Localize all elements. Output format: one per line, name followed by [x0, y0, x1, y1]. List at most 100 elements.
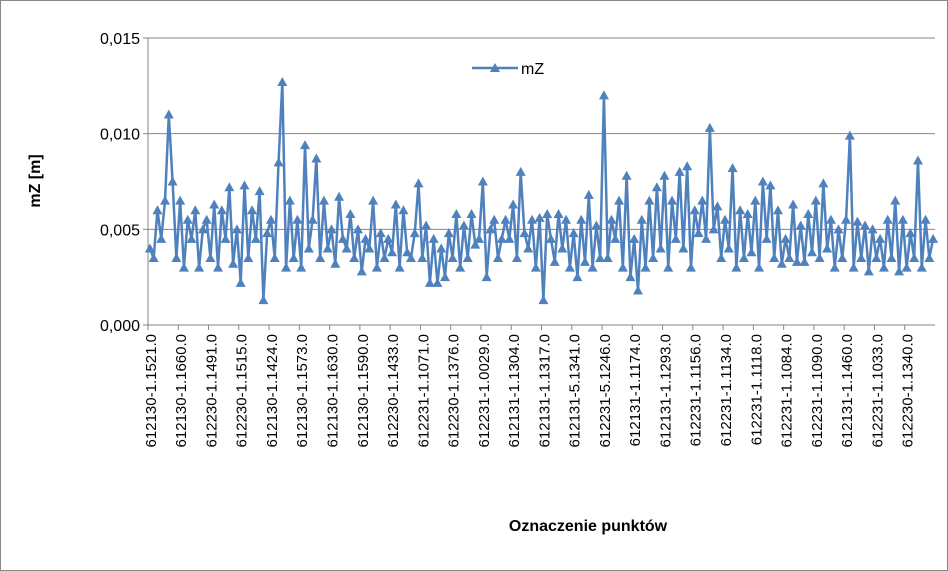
marker [871, 253, 882, 263]
marker [909, 253, 920, 263]
marker [928, 233, 939, 243]
marker [277, 77, 288, 87]
marker [530, 262, 541, 272]
marker [243, 253, 254, 263]
marker [405, 253, 416, 263]
marker [519, 228, 530, 238]
marker [614, 195, 625, 205]
marker [281, 262, 292, 272]
marker [602, 253, 613, 263]
marker [322, 243, 333, 253]
marker [901, 262, 912, 272]
marker [553, 209, 564, 219]
marker [432, 277, 443, 287]
marker [356, 266, 367, 276]
marker [625, 272, 636, 282]
marker [292, 214, 303, 224]
marker [220, 233, 231, 243]
marker [247, 205, 258, 215]
marker [296, 262, 307, 272]
marker [300, 140, 311, 150]
marker [485, 224, 496, 234]
marker [750, 195, 761, 205]
marker [417, 253, 428, 263]
marker [500, 214, 511, 224]
marker [209, 199, 220, 209]
marker [920, 214, 931, 224]
marker [583, 189, 594, 199]
marker [674, 166, 685, 176]
marker [761, 233, 772, 243]
marker [402, 247, 413, 257]
marker [364, 243, 375, 253]
marker [644, 195, 655, 205]
marker [545, 233, 556, 243]
marker [841, 214, 852, 224]
marker [205, 253, 216, 263]
marker [629, 233, 640, 243]
marker [231, 224, 242, 234]
marker [352, 224, 363, 234]
marker [576, 214, 587, 224]
marker [235, 277, 246, 287]
x-tick-label: 612231-1.0029.0 [476, 334, 493, 447]
marker [379, 253, 390, 263]
marker [496, 233, 507, 243]
marker [894, 266, 905, 276]
x-tick-label: 612231-1.1033.0 [869, 334, 886, 447]
marker [617, 262, 628, 272]
marker [829, 262, 840, 272]
marker [769, 253, 780, 263]
marker [765, 180, 776, 190]
marker [341, 243, 352, 253]
marker [667, 195, 678, 205]
marker [807, 247, 818, 257]
marker [160, 195, 171, 205]
marker [833, 224, 844, 234]
marker [254, 186, 265, 196]
marker [307, 214, 318, 224]
marker [818, 178, 829, 188]
marker [905, 228, 916, 238]
marker [810, 195, 821, 205]
marker [387, 247, 398, 257]
marker [757, 176, 768, 186]
marker [197, 224, 208, 234]
x-tick-label: 612231-1.1071.0 [415, 334, 432, 447]
marker [788, 199, 799, 209]
marker [390, 199, 401, 209]
marker [523, 243, 534, 253]
marker [269, 253, 280, 263]
marker [424, 277, 435, 287]
marker [337, 233, 348, 243]
marker [678, 243, 689, 253]
marker [182, 214, 193, 224]
x-tick-label: 612231-1.1090.0 [809, 334, 826, 447]
marker [451, 209, 462, 219]
marker [784, 253, 795, 263]
x-tick-label: 612131-1.1174.0 [627, 334, 644, 446]
x-tick-label: 612231-1.1084.0 [779, 334, 796, 447]
x-tick-label: 612231-1.1134.0 [718, 334, 735, 446]
x-tick-label: 612131-1.1460.0 [839, 334, 856, 447]
marker [704, 122, 715, 132]
marker [201, 214, 212, 224]
marker [504, 233, 515, 243]
marker [436, 243, 447, 253]
marker [152, 205, 163, 215]
marker [383, 233, 394, 243]
x-tick-label: 612130-1.1521.0 [143, 334, 160, 447]
marker [564, 262, 575, 272]
marker [742, 209, 753, 219]
marker [148, 253, 159, 263]
marker [875, 233, 886, 243]
marker [863, 266, 874, 276]
marker [890, 195, 901, 205]
marker [458, 220, 469, 230]
marker [250, 233, 261, 243]
marker [508, 199, 519, 209]
marker [712, 201, 723, 211]
marker [795, 220, 806, 230]
marker [632, 285, 643, 295]
x-tick-label: 612131-1.1317.0 [536, 334, 553, 447]
